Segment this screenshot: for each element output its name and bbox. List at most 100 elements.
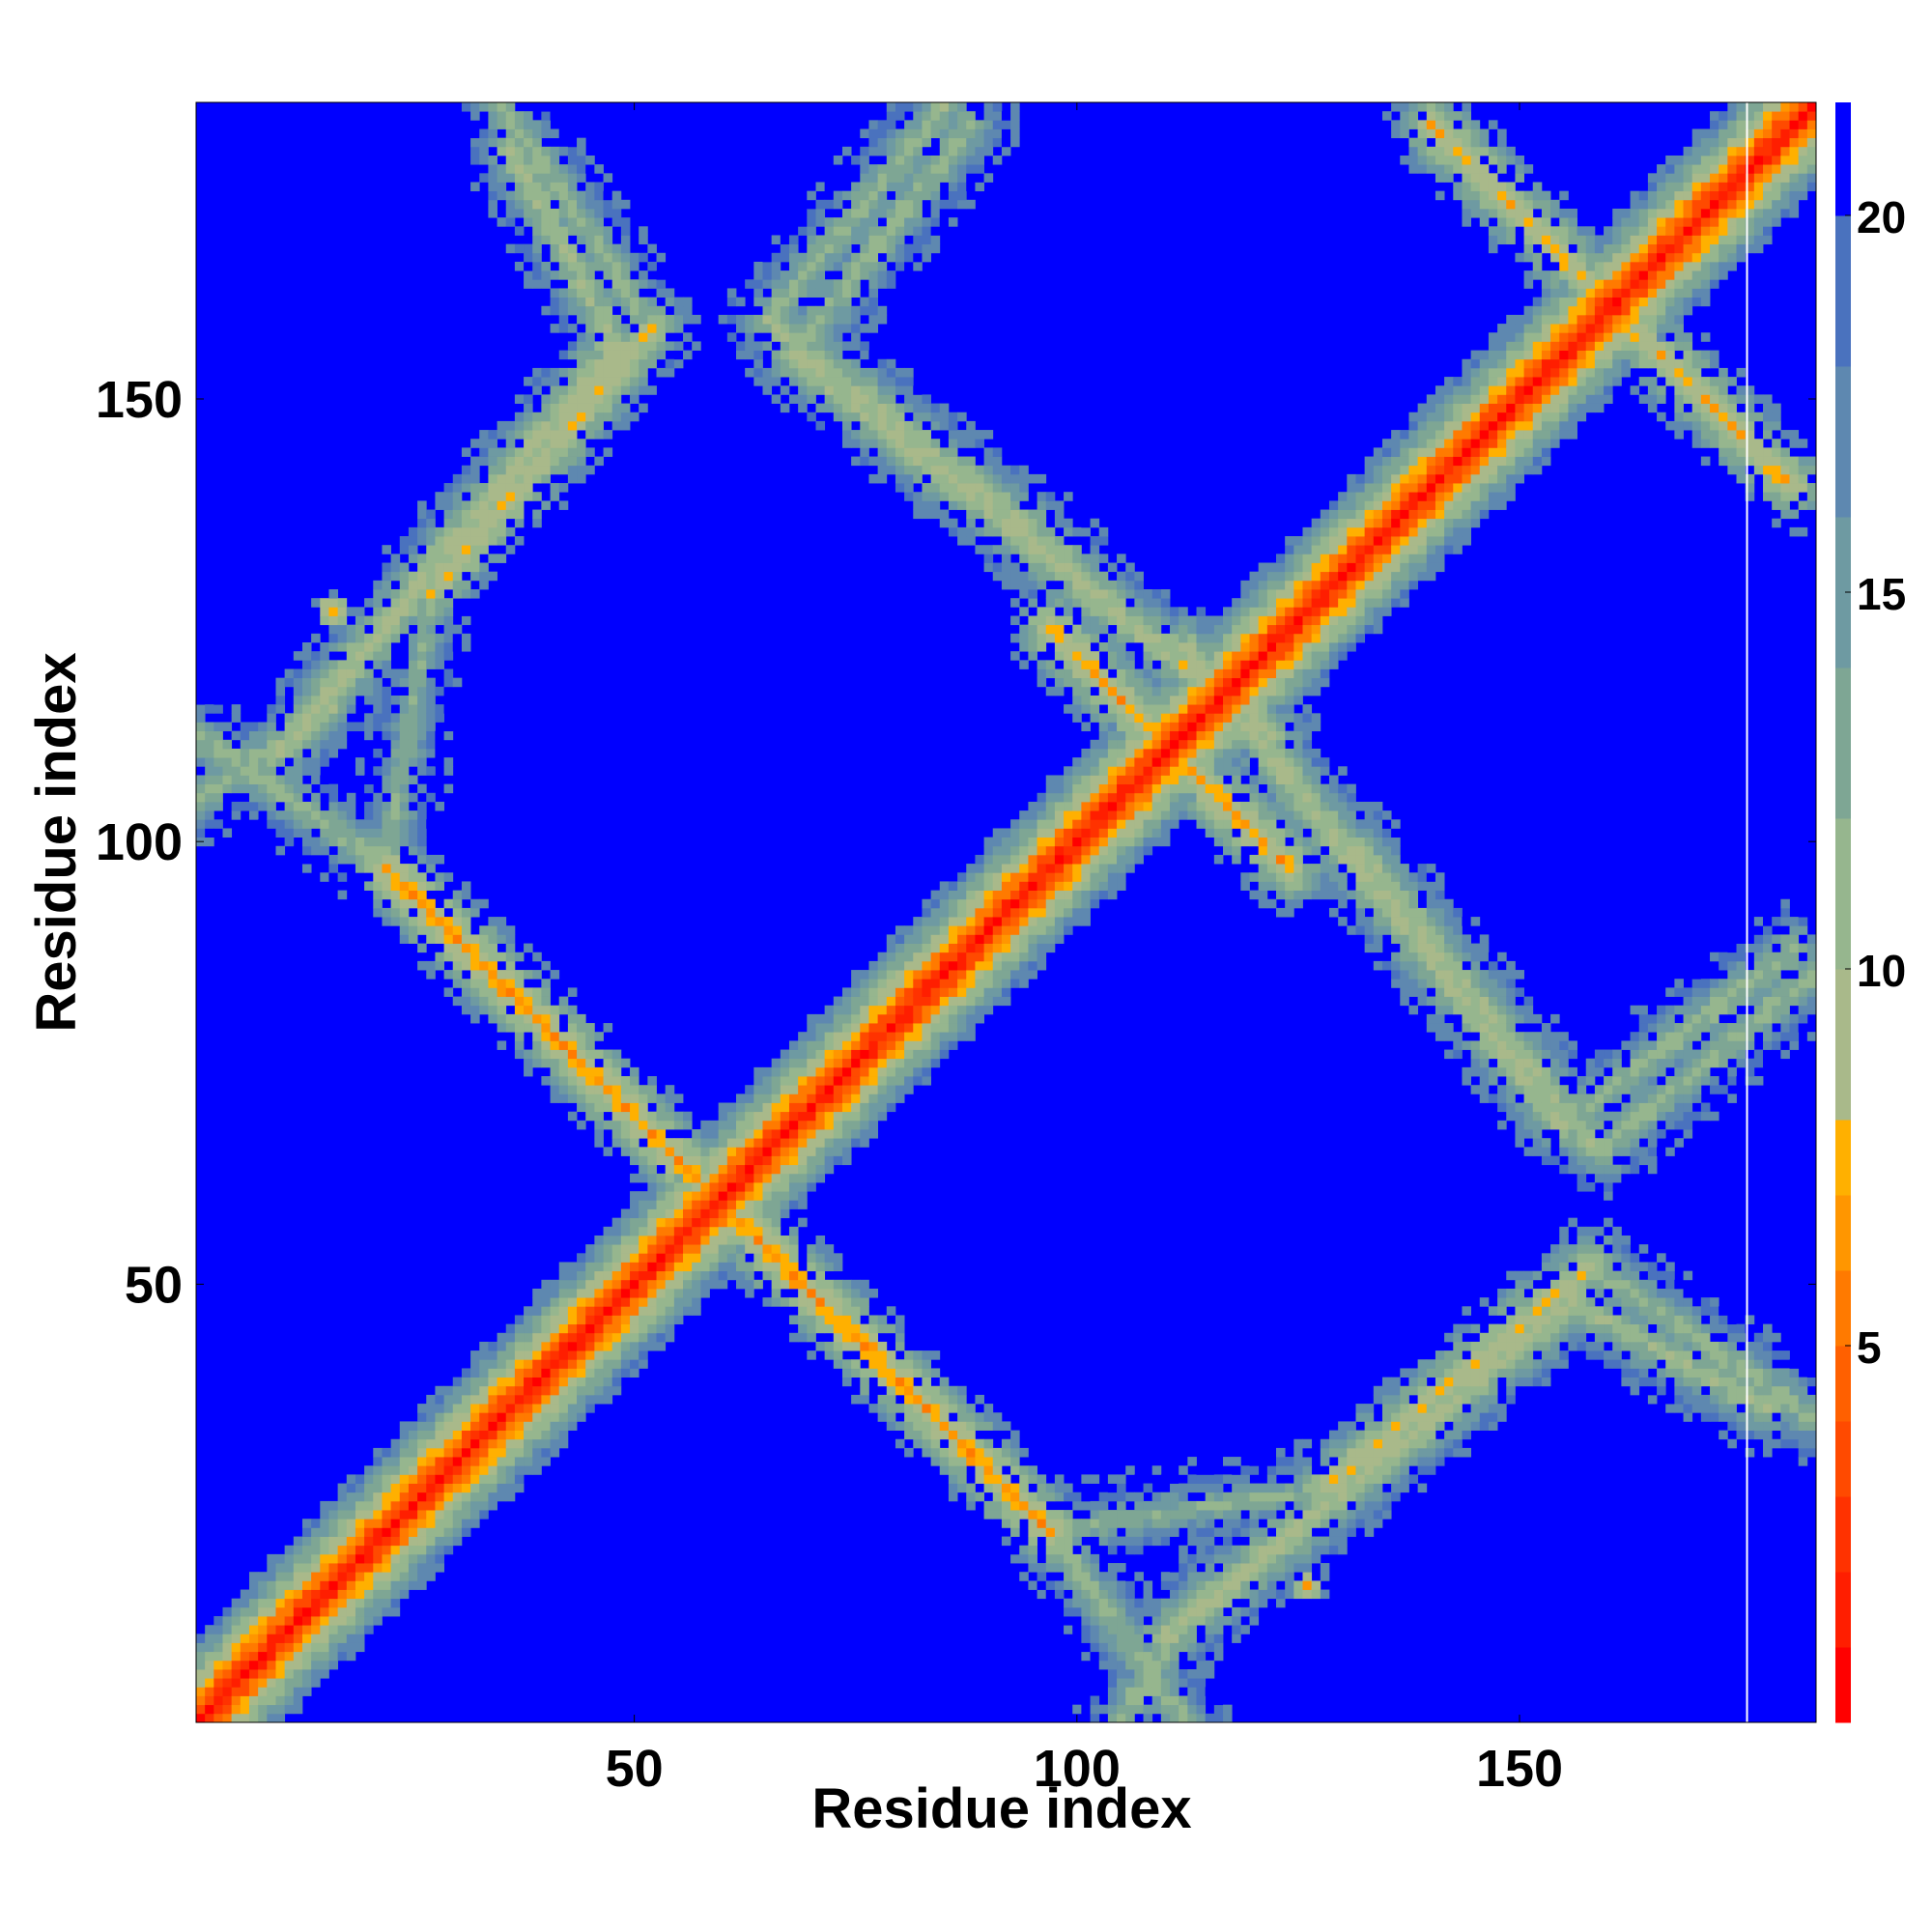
heatmap-cell [957, 934, 967, 944]
heatmap-cell [895, 943, 905, 953]
heatmap-cell [399, 1510, 410, 1520]
heatmap-cell [833, 367, 843, 378]
heatmap-cell [399, 1545, 410, 1555]
heatmap-cell [550, 1315, 560, 1325]
heatmap-cell [788, 1226, 799, 1236]
heatmap-cell [435, 536, 444, 546]
heatmap-cell [373, 615, 383, 626]
heatmap-cell [541, 1323, 551, 1334]
heatmap-cell [851, 332, 861, 342]
heatmap-cell [550, 439, 560, 448]
heatmap-cell [240, 730, 250, 741]
heatmap-cell [497, 1040, 507, 1050]
heatmap-cell [205, 704, 214, 714]
heatmap-cell [665, 367, 675, 378]
heatmap-cell [753, 288, 763, 298]
heatmap-cell [913, 925, 923, 935]
heatmap-cell [514, 536, 525, 546]
heatmap-cell [922, 252, 931, 263]
heatmap-cell [630, 1368, 639, 1378]
heatmap-cell [895, 952, 905, 962]
heatmap-cell [541, 1368, 551, 1378]
heatmap-cell [611, 358, 622, 369]
heatmap-cell [443, 526, 454, 537]
heatmap-cell [373, 677, 383, 688]
heatmap-cell [975, 1394, 984, 1405]
heatmap-cell [390, 562, 401, 573]
heatmap-cell [1028, 1536, 1037, 1547]
heatmap-cell [417, 854, 427, 865]
heatmap-cell [798, 1323, 808, 1334]
heatmap-cell [957, 943, 967, 953]
heatmap-cell [408, 1580, 418, 1590]
heatmap-cell [452, 580, 463, 590]
heatmap-cell [895, 420, 905, 431]
heatmap-cell [408, 1553, 418, 1564]
heatmap-cell [611, 1377, 622, 1387]
heatmap-cell [630, 1155, 639, 1166]
heatmap-cell [311, 810, 321, 820]
heatmap-cell [1064, 526, 1073, 537]
heatmap-cell [355, 1616, 365, 1626]
heatmap-cell [577, 447, 586, 457]
heatmap-cell [443, 1527, 454, 1537]
heatmap-cell [585, 465, 595, 475]
heatmap-cell [815, 1058, 826, 1068]
heatmap-cell [550, 1032, 560, 1041]
heatmap-cell [877, 473, 888, 484]
heatmap-cell [868, 420, 879, 431]
heatmap-cell [788, 279, 799, 289]
heatmap-cell [868, 1013, 879, 1024]
heatmap-cell [558, 483, 569, 493]
heatmap-cell [558, 1032, 569, 1041]
heatmap-cell [346, 1527, 356, 1537]
heatmap-cell [328, 837, 339, 847]
heatmap-cell [913, 394, 923, 404]
heatmap-cell [1072, 677, 1082, 688]
heatmap-cell [435, 1553, 444, 1564]
heatmap-cell [284, 1642, 295, 1653]
heatmap-cell [408, 545, 418, 554]
heatmap-cell [665, 1111, 675, 1122]
heatmap-cell [647, 1155, 657, 1166]
heatmap-cell [284, 819, 295, 829]
heatmap-cell [807, 394, 816, 404]
heatmap-cell [382, 783, 391, 794]
heatmap-cell [611, 208, 622, 218]
heatmap-cell [904, 465, 914, 475]
heatmap-cell [860, 456, 869, 467]
heatmap-cell [815, 1288, 826, 1298]
heatmap-cell [841, 1315, 852, 1325]
heatmap-cell [417, 1572, 427, 1581]
heatmap-cell [390, 748, 401, 758]
heatmap-cell [868, 1023, 879, 1033]
heatmap-cell [762, 1244, 773, 1254]
heatmap-cell [860, 190, 869, 201]
heatmap-cell [585, 1359, 595, 1369]
heatmap-cell [558, 1332, 569, 1343]
heatmap-cell [408, 713, 418, 723]
heatmap-cell [913, 1066, 923, 1077]
heatmap-cell [922, 190, 931, 201]
heatmap-cell [639, 377, 648, 386]
heatmap-cell [558, 270, 569, 280]
heatmap-cell [284, 748, 295, 758]
heatmap-cell [275, 757, 286, 767]
heatmap-cell [541, 261, 551, 271]
heatmap-cell [771, 1279, 781, 1290]
heatmap-cell [524, 447, 533, 457]
heatmap-cell [505, 102, 516, 112]
heatmap-cell [939, 146, 950, 156]
heatmap-cell [417, 1492, 427, 1502]
heatmap-cell [895, 146, 905, 156]
heatmap-cell [585, 155, 595, 165]
heatmap-cell [585, 314, 595, 325]
heatmap-cell [550, 270, 560, 280]
heatmap-cell [550, 243, 560, 254]
heatmap-cell [966, 173, 976, 183]
heatmap-cell [284, 1625, 295, 1634]
heatmap-cell [833, 385, 843, 395]
heatmap-cell [904, 1013, 914, 1024]
heatmap-cell [665, 1235, 675, 1245]
heatmap-cell [788, 1182, 799, 1192]
